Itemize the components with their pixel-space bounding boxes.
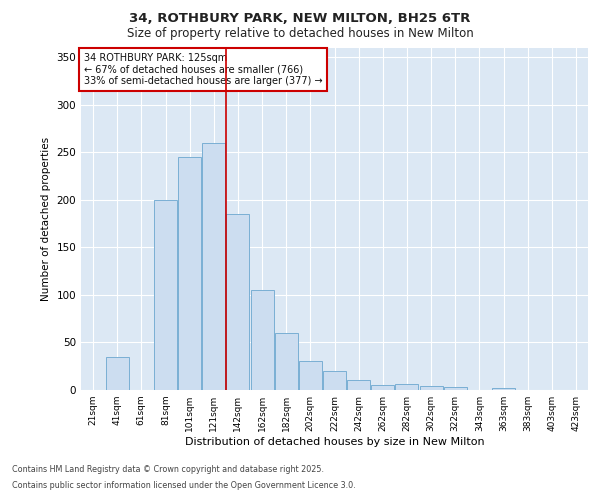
Bar xyxy=(492,388,515,390)
Y-axis label: Number of detached properties: Number of detached properties xyxy=(41,136,51,301)
Bar xyxy=(347,380,370,390)
Text: Contains public sector information licensed under the Open Government Licence 3.: Contains public sector information licen… xyxy=(12,480,356,490)
Bar xyxy=(323,371,346,390)
Bar xyxy=(106,356,128,390)
Bar xyxy=(395,384,418,390)
X-axis label: Distribution of detached houses by size in New Milton: Distribution of detached houses by size … xyxy=(185,437,484,447)
Text: 34, ROTHBURY PARK, NEW MILTON, BH25 6TR: 34, ROTHBURY PARK, NEW MILTON, BH25 6TR xyxy=(130,12,470,26)
Bar xyxy=(275,333,298,390)
Bar xyxy=(154,200,177,390)
Bar xyxy=(178,157,201,390)
Bar xyxy=(226,214,250,390)
Bar xyxy=(202,142,225,390)
Text: Contains HM Land Registry data © Crown copyright and database right 2025.: Contains HM Land Registry data © Crown c… xyxy=(12,466,324,474)
Bar xyxy=(371,385,394,390)
Text: 34 ROTHBURY PARK: 125sqm
← 67% of detached houses are smaller (766)
33% of semi-: 34 ROTHBURY PARK: 125sqm ← 67% of detach… xyxy=(83,52,322,86)
Bar xyxy=(444,387,467,390)
Text: Size of property relative to detached houses in New Milton: Size of property relative to detached ho… xyxy=(127,28,473,40)
Bar xyxy=(299,362,322,390)
Bar xyxy=(251,290,274,390)
Bar xyxy=(419,386,443,390)
